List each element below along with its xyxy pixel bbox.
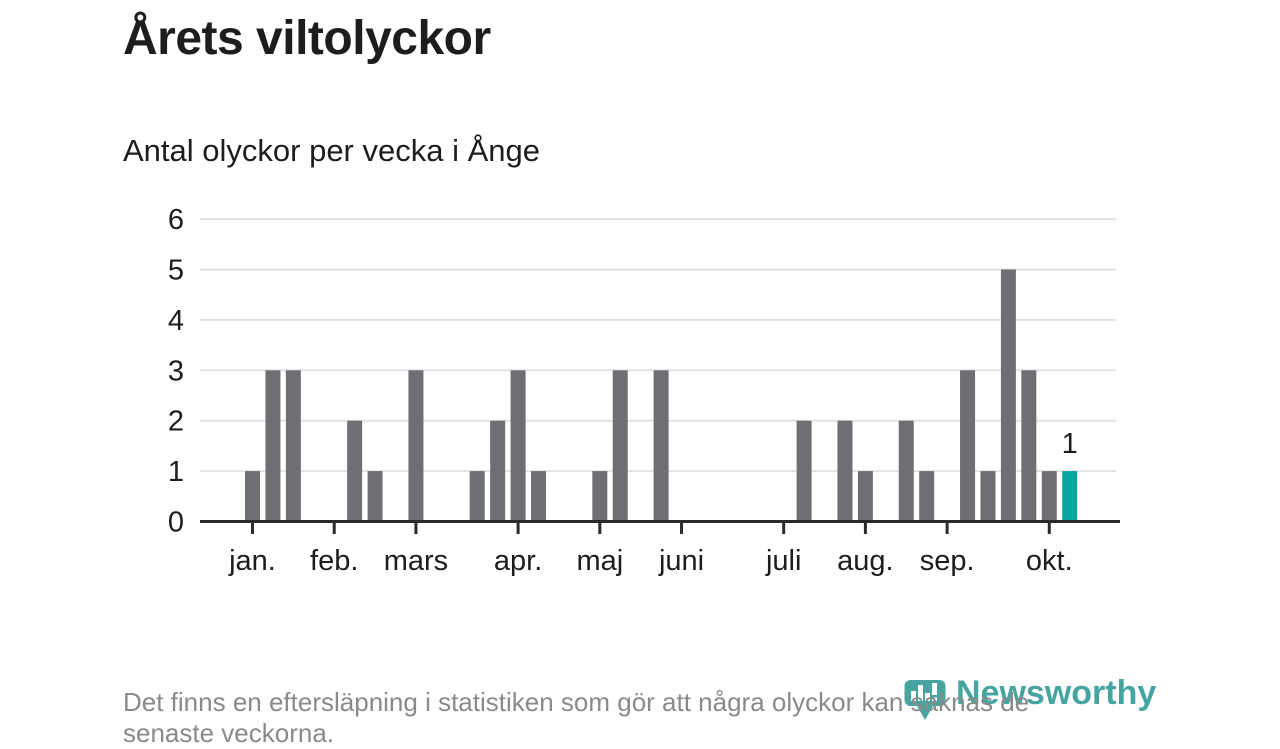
bar (919, 471, 935, 523)
footnote-line-1: Det finns en eftersläpning i statistiken… (123, 687, 1030, 717)
bar (490, 420, 506, 523)
bar (796, 420, 812, 523)
bar (367, 471, 383, 523)
footnote-line-2: senaste veckorna. (123, 718, 335, 748)
y-axis-label: 6 (168, 204, 184, 236)
bar (592, 471, 608, 523)
bar (1021, 370, 1037, 523)
y-axis-label: 5 (168, 255, 184, 287)
chart-card: Årets viltolyckor Antal olyckor per veck… (123, 12, 1174, 748)
bar (1000, 269, 1016, 523)
x-axis-month-label: maj (576, 545, 623, 577)
x-axis-month-label: aug. (837, 545, 893, 577)
bar (898, 420, 914, 523)
x-axis-month-label: mars (384, 545, 448, 577)
bar (531, 471, 547, 523)
chart-subtitle: Antal olyckor per vecka i Ånge (123, 133, 540, 168)
bar (408, 370, 424, 523)
bar-highlight (1062, 471, 1078, 523)
x-axis-month-label: juni (658, 545, 704, 577)
bar (245, 471, 260, 523)
newsworthy-logo-text: Newsworthy (956, 674, 1157, 712)
bar (980, 471, 996, 523)
y-axis-label: 2 (168, 406, 184, 438)
x-axis-month-label: juli (765, 545, 801, 577)
footnote: Det finns en eftersläpning i statistiken… (123, 687, 1029, 749)
bar-value-label: 1 (1062, 428, 1078, 460)
y-axis-label: 0 (168, 507, 184, 539)
bar (1041, 471, 1057, 523)
y-axis-label: 1 (168, 456, 184, 488)
bar (347, 420, 363, 523)
x-axis-month-label: sep. (920, 545, 975, 577)
x-axis-month-label: jan. (228, 545, 276, 577)
chart-title: Årets viltolyckor (123, 12, 491, 65)
bar (510, 370, 526, 523)
bar (653, 370, 669, 523)
bar-chart: 0 1 2 3 4 5 6 jan. feb. mars apr. maj juni juli aug. se… (168, 204, 1120, 577)
bar (612, 370, 628, 523)
bar (857, 471, 873, 523)
y-axis-label: 4 (168, 305, 184, 337)
x-axis-month-label: apr. (494, 545, 542, 577)
x-axis-month-label: feb. (310, 545, 358, 577)
bar (960, 370, 976, 523)
newsworthy-logo: Newsworthy (904, 676, 1174, 722)
y-axis-label: 3 (168, 355, 184, 387)
x-axis-month-label: okt. (1026, 545, 1073, 577)
bar (469, 471, 485, 523)
bar (837, 420, 853, 523)
bar (265, 370, 281, 523)
newsworthy-logo-icon (904, 680, 946, 720)
bar (285, 370, 301, 523)
